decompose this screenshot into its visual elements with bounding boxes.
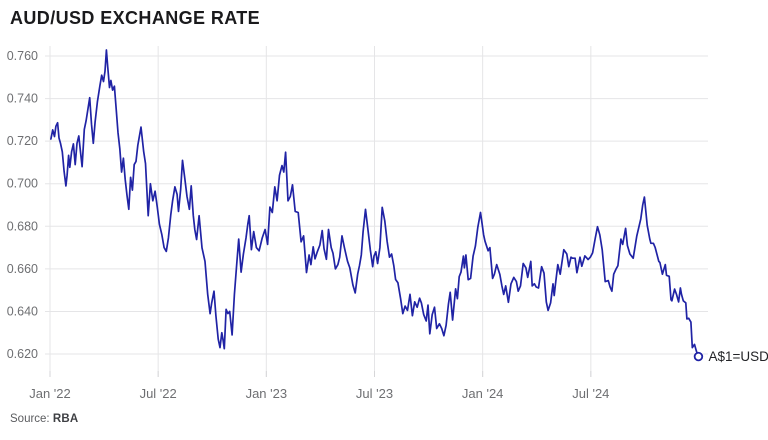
x-axis-label: Jul '23	[356, 386, 393, 401]
y-axis-label: 0.660	[7, 262, 38, 276]
x-axis-label: Jan '23	[246, 386, 288, 401]
y-axis-label: 0.640	[7, 304, 38, 318]
y-axis-label: 0.700	[7, 177, 38, 191]
source-note: Source: RBA	[10, 413, 78, 425]
chart-title: AUD/USD EXCHANGE RATE	[10, 8, 261, 28]
source-value: RBA	[52, 413, 79, 425]
y-axis-label: 0.620	[7, 347, 38, 361]
series-line	[50, 49, 700, 358]
y-axis-label: 0.760	[7, 49, 38, 63]
source-label: Source:	[10, 413, 53, 425]
x-axis-label: Jan '22	[29, 386, 71, 401]
y-axis-label: 0.680	[7, 219, 38, 233]
x-axis-label: Jul '22	[140, 386, 177, 401]
end-marker-icon	[693, 351, 704, 362]
y-axis-label: 0.720	[7, 134, 38, 148]
x-axis-label: Jul '24	[572, 386, 609, 401]
y-axis-label: 0.740	[7, 92, 38, 106]
x-axis-label: Jan '24	[462, 386, 504, 401]
series-end-label: A$1=USD	[708, 349, 768, 364]
